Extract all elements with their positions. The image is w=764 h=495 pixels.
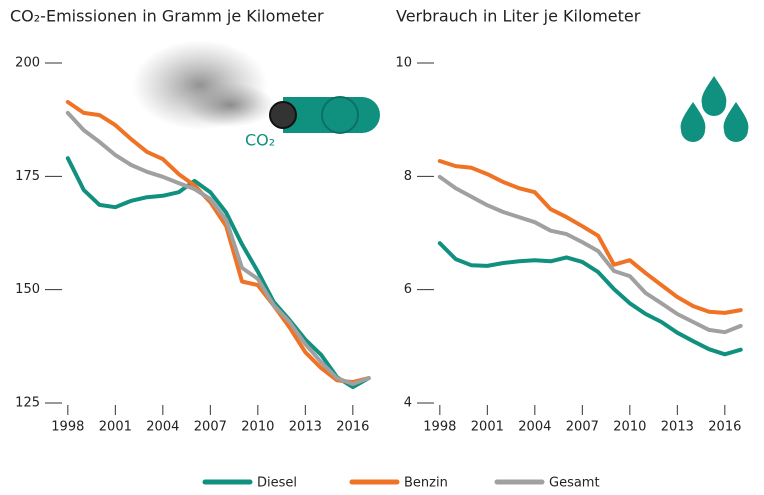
chart: CO₂ CO₂-Emissionen in Gramm je Kilometer…	[0, 0, 764, 495]
line	[68, 113, 369, 384]
x-tick-label: 2004	[518, 420, 551, 435]
x-tick-label: 1998	[423, 420, 456, 435]
annotation: CO₂	[245, 131, 275, 150]
legend-label: Benzin	[404, 476, 448, 491]
x-tick-label: 2016	[336, 420, 369, 435]
legend-label: Diesel	[257, 476, 297, 491]
x-tick-label: 2001	[99, 420, 132, 435]
x-tick-label: 2001	[471, 420, 504, 435]
line	[440, 161, 741, 313]
chart-title: Verbrauch in Liter je Kilometer	[396, 7, 641, 26]
y-tick-label: 4	[404, 396, 412, 411]
y-tick-label: 8	[404, 169, 412, 184]
y-tick-label: 200	[15, 56, 40, 71]
exhaust-icon	[132, 40, 380, 133]
x-tick-label: 1998	[51, 420, 84, 435]
x-tick-label: 2007	[194, 420, 227, 435]
chart-title: CO₂-Emissionen in Gramm je Kilometer	[10, 7, 324, 26]
y-tick-label: 125	[15, 396, 40, 411]
x-tick-label: 2004	[146, 420, 179, 435]
line	[440, 243, 741, 354]
y-tick-label: 6	[404, 282, 412, 297]
x-tick-label: 2010	[613, 420, 646, 435]
line	[68, 102, 369, 382]
y-tick-label: 175	[15, 169, 40, 184]
line	[68, 158, 369, 387]
x-tick-label: 2013	[661, 420, 694, 435]
y-tick-label: 10	[395, 56, 412, 71]
y-tick-label: 150	[15, 282, 40, 297]
drops-icon	[681, 76, 749, 142]
x-tick-label: 2007	[566, 420, 599, 435]
x-tick-label: 2016	[708, 420, 741, 435]
x-tick-label: 2013	[289, 420, 322, 435]
x-tick-label: 2010	[241, 420, 274, 435]
legend-label: Gesamt	[549, 476, 600, 491]
